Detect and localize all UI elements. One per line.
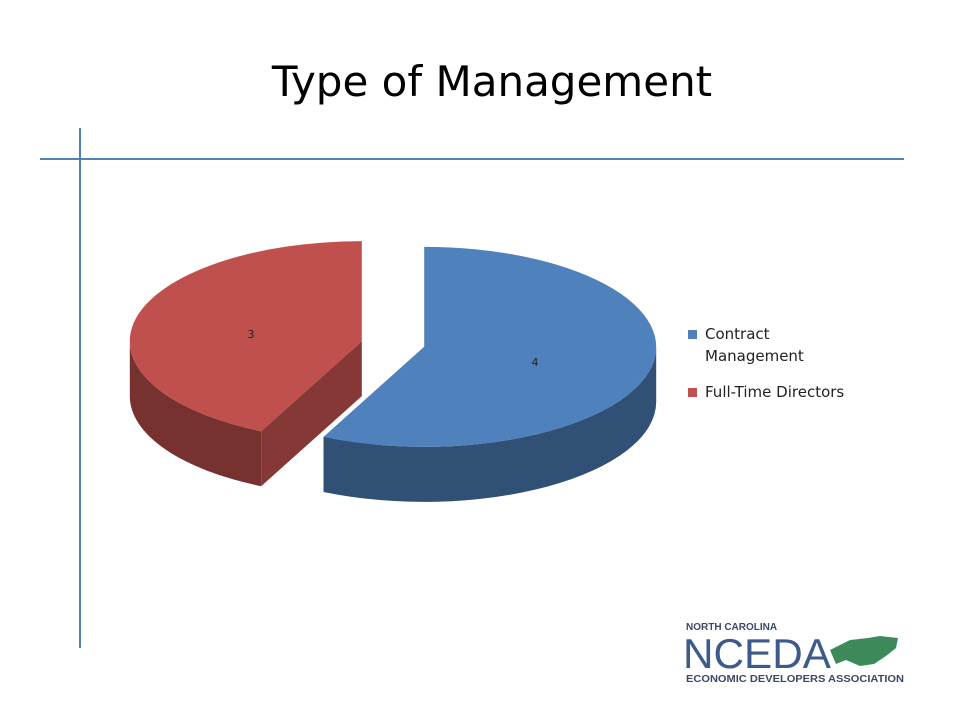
legend-swatch <box>688 330 697 339</box>
slice-side <box>129 341 262 487</box>
legend-swatch <box>688 388 697 397</box>
data-label: 3 <box>247 328 254 341</box>
logo-top: NORTH CAROLINA <box>686 622 777 633</box>
slice <box>129 241 362 432</box>
legend-item: Full-Time Directors <box>688 381 868 403</box>
logo-bottom: ECONOMIC DEVELOPERS ASSOCIATION <box>686 674 904 685</box>
legend: Contract Management Full-Time Directors <box>688 323 868 417</box>
logo: NORTH CAROLINA NCEDA ECONOMIC DEVELOPERS… <box>683 622 904 685</box>
pie: 43 <box>129 241 657 502</box>
data-label: 4 <box>532 356 539 369</box>
slice-cut <box>261 341 362 487</box>
slice-side <box>323 346 657 502</box>
legend-label: Full-Time Directors <box>705 383 845 401</box>
logo-name: NCEDA <box>683 630 831 677</box>
logo-map <box>830 636 898 666</box>
chart-title: Type of Management <box>271 57 712 106</box>
legend-item: Contract Management <box>688 323 868 367</box>
legend-label: Contract Management <box>705 325 804 365</box>
slice <box>323 246 657 447</box>
